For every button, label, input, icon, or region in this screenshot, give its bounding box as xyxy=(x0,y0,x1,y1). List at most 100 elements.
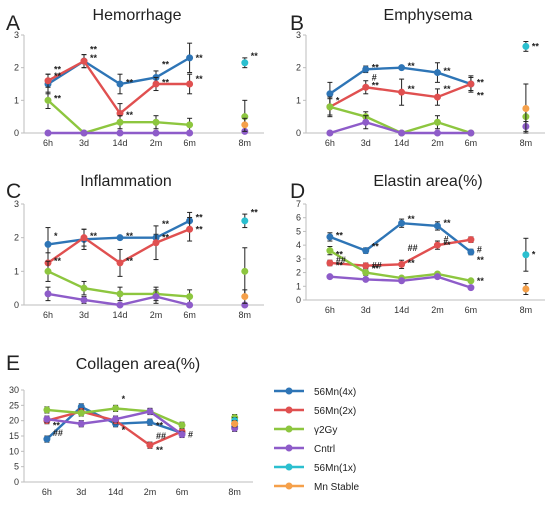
data-point xyxy=(241,59,249,67)
data-point xyxy=(326,259,334,267)
series-56mn-2x xyxy=(326,236,475,270)
series-2gy xyxy=(44,247,249,304)
data-point xyxy=(112,415,120,423)
data-point xyxy=(433,222,441,230)
significance-label: ** xyxy=(126,77,134,87)
data-point xyxy=(152,118,160,126)
data-point xyxy=(178,430,186,438)
data-point xyxy=(398,64,406,72)
y-tick-label: 25 xyxy=(9,400,19,410)
x-tick-label: 8m xyxy=(520,138,533,148)
data-point xyxy=(80,57,88,65)
data-point xyxy=(116,259,124,267)
significance-label: ## xyxy=(53,428,63,438)
legend-swatch-marker xyxy=(285,482,293,490)
y-tick-label: 5 xyxy=(14,462,19,472)
x-tick-label: 8m xyxy=(239,138,252,148)
x-tick-label: 6h xyxy=(325,305,335,315)
data-point xyxy=(186,121,194,129)
significance-label: ** xyxy=(126,231,134,241)
significance-label: ** xyxy=(251,207,259,217)
y-tick-label: 15 xyxy=(9,431,19,441)
significance-label: ** xyxy=(443,240,451,250)
data-point xyxy=(43,406,51,414)
significance-label: ** xyxy=(408,84,416,94)
data-point xyxy=(186,225,194,233)
data-point xyxy=(146,441,154,449)
y-tick-label: 0 xyxy=(296,295,301,305)
significance-label: ** xyxy=(126,110,134,120)
x-tick-label: 3d xyxy=(361,138,371,148)
data-point xyxy=(398,277,406,285)
series-56mn-1x xyxy=(241,57,249,69)
data-point xyxy=(362,65,370,73)
y-tick-label: 3 xyxy=(14,199,19,209)
data-point xyxy=(362,247,370,255)
y-tick-label: 2 xyxy=(296,63,301,73)
data-point xyxy=(178,421,186,429)
legend-swatch-marker xyxy=(285,444,293,452)
x-tick-label: 2m xyxy=(431,305,444,315)
significance-label: ** xyxy=(408,61,416,71)
legend-swatch-marker xyxy=(285,463,293,471)
significance-label: ** xyxy=(196,53,204,63)
x-tick-label: 2m xyxy=(150,138,163,148)
legend-label: γ2Gy xyxy=(314,425,337,436)
significance-label: ** xyxy=(196,224,204,234)
series-56mn-1x xyxy=(522,237,530,272)
data-point xyxy=(398,129,406,137)
series-56mn-2x xyxy=(44,54,194,124)
x-tick-label: 8m xyxy=(228,487,241,497)
x-tick-label: 6h xyxy=(43,138,53,148)
data-point xyxy=(80,284,88,292)
legend-entry-mn-stable: Mn Stable xyxy=(274,482,359,493)
data-point xyxy=(433,118,441,126)
significance-label: * xyxy=(54,231,58,241)
y-tick-label: 3 xyxy=(296,254,301,264)
data-point xyxy=(152,129,160,137)
x-tick-label: 8m xyxy=(239,310,252,320)
data-point xyxy=(433,273,441,281)
data-point xyxy=(467,236,475,244)
x-tick-label: 6h xyxy=(325,138,335,148)
data-point xyxy=(467,284,475,292)
data-point xyxy=(362,269,370,277)
x-tick-label: 14d xyxy=(394,138,409,148)
series-mn-stable xyxy=(241,289,249,304)
significance-label: ** xyxy=(162,59,170,69)
y-tick-label: 2 xyxy=(14,233,19,243)
panel-e: E Collagen area(%) 0 5 10 15 20 25 30 6h 3d 14d 2m 6m… xyxy=(6,352,253,497)
x-tick-label: 14d xyxy=(108,487,123,497)
significance-label: * xyxy=(336,95,340,105)
series-2gy xyxy=(43,404,239,429)
x-tick-label: 2m xyxy=(150,310,163,320)
significance-label: ** xyxy=(372,242,380,252)
x-tick-label: 3d xyxy=(79,138,89,148)
significance-label: ** xyxy=(443,218,451,228)
significance-label: ** xyxy=(443,84,451,94)
significance-label: ** xyxy=(477,77,485,87)
data-point xyxy=(186,80,194,88)
series-56mn-4x xyxy=(326,62,475,106)
data-point xyxy=(186,54,194,62)
series-56mn-4x xyxy=(44,42,194,95)
significance-label: ## xyxy=(156,431,166,441)
legend-swatch-marker xyxy=(285,425,293,433)
data-point xyxy=(433,93,441,101)
x-tick-label: 6m xyxy=(465,138,478,148)
data-point xyxy=(433,241,441,249)
significance-label: ## xyxy=(408,243,418,253)
data-point xyxy=(77,409,85,417)
data-point xyxy=(44,267,52,275)
series-mn-stable xyxy=(231,420,239,428)
x-tick-label: 6m xyxy=(183,138,196,148)
significance-label: * xyxy=(122,425,126,435)
x-tick-label: 14d xyxy=(112,138,127,148)
data-point xyxy=(186,293,194,301)
significance-label: ** xyxy=(156,445,164,455)
series-2gy xyxy=(44,91,249,137)
y-tick-label: 4 xyxy=(296,240,301,250)
data-point xyxy=(146,407,154,415)
